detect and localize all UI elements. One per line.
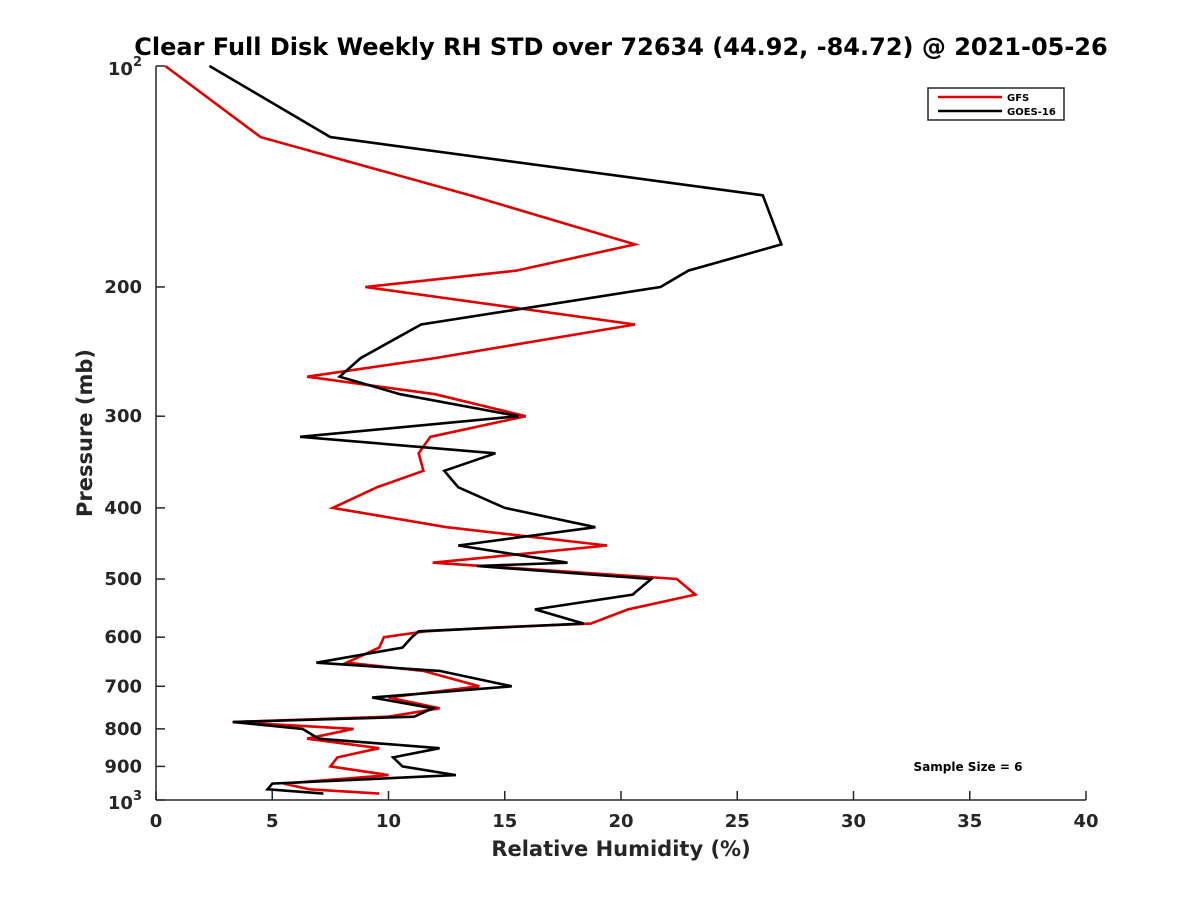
x-tick-label: 5 [266, 811, 279, 832]
x-tick-label: 0 [150, 811, 163, 832]
y-tick-label: 200 [104, 277, 142, 298]
series-line-gfs [164, 64, 699, 795]
tick-exponent: 3 [133, 789, 142, 804]
x-tick-label: 30 [841, 811, 866, 832]
y-tick-label-power: 103 [108, 789, 142, 814]
y-tick-label-power: 102 [108, 55, 142, 80]
legend: GFS GOES-16 [927, 87, 1065, 121]
legend-box [927, 87, 1065, 121]
y-tick-label: 400 [104, 498, 142, 519]
y-tick-label: 800 [104, 719, 142, 740]
y-tick-label: 600 [104, 627, 142, 648]
tick-base: 10 [108, 793, 133, 814]
y-tick-label: 700 [104, 676, 142, 697]
chart-title: Clear Full Disk Weekly RH STD over 72634… [134, 33, 1107, 61]
y-tick-label: 900 [104, 756, 142, 777]
plot-area: 0 5 10 15 20 25 30 35 40 200 300 400 500 600 700 800 900… [104, 55, 1098, 832]
y-tick-label: 500 [104, 569, 142, 590]
x-tick-label: 20 [608, 811, 633, 832]
legend-label: GOES-16 [1007, 107, 1056, 118]
sample-size-annotation: Sample Size = 6 [914, 760, 1023, 774]
x-tick-label: 35 [957, 811, 982, 832]
x-tick-label: 15 [492, 811, 517, 832]
tick-base: 10 [108, 59, 133, 80]
x-tick-label: 40 [1073, 811, 1098, 832]
x-tick-label: 10 [376, 811, 401, 832]
x-tick-label: 25 [725, 811, 750, 832]
legend-label: GFS [1007, 93, 1029, 104]
y-axis-label: Pressure (mb) [73, 349, 97, 517]
y-tick-label: 300 [104, 406, 142, 427]
tick-exponent: 2 [133, 55, 142, 70]
x-axis-label: Relative Humidity (%) [491, 837, 750, 861]
series-line-goes-16 [208, 64, 784, 795]
